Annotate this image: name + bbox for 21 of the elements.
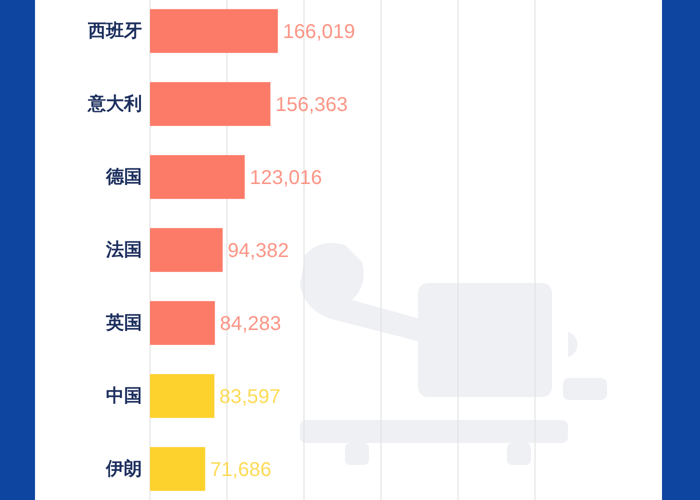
bar <box>150 301 215 345</box>
y-tick-label: 伊朗 <box>105 458 142 480</box>
data-label: 166,019 <box>282 21 356 44</box>
data-label: 83,597 <box>219 386 281 408</box>
bar <box>150 9 278 53</box>
bar <box>150 228 223 272</box>
y-tick-label: 德国 <box>105 166 142 188</box>
bar <box>150 155 245 199</box>
bar <box>150 447 206 491</box>
y-tick-label: 英国 <box>105 312 142 334</box>
data-label: 71,686 <box>210 458 272 481</box>
data-label: 84,283 <box>220 312 282 335</box>
y-tick-label: 西班牙 <box>87 20 142 42</box>
data-label: 123,016 <box>250 167 322 190</box>
y-tick-label: 意大利 <box>87 94 142 115</box>
data-label: 94,382 <box>228 240 289 262</box>
data-label: 156,363 <box>275 94 348 116</box>
y-tick-label: 法国 <box>105 240 142 260</box>
y-tick-label: 中国 <box>106 385 142 406</box>
bar <box>150 374 214 418</box>
bar <box>150 82 270 126</box>
